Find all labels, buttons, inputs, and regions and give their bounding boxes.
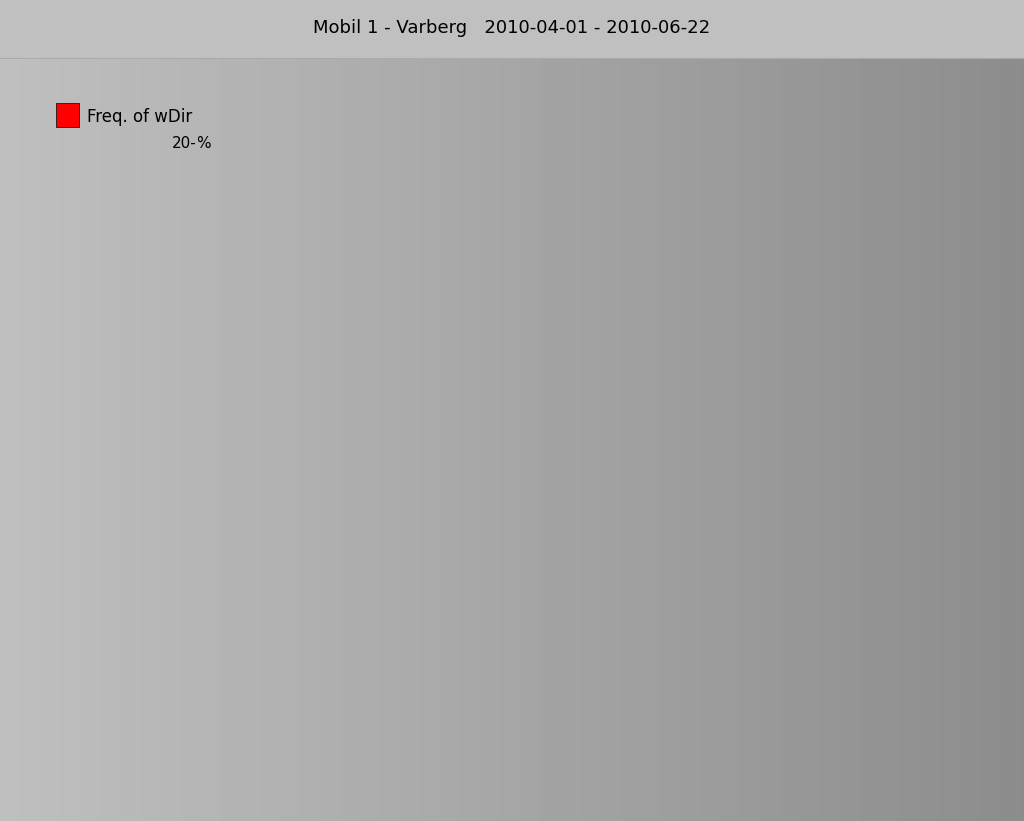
Bar [543, 431, 557, 440]
Bar [543, 426, 550, 431]
Bar [539, 429, 543, 431]
Bar [543, 420, 556, 431]
Bar [543, 332, 587, 431]
Bar [543, 178, 608, 431]
Bar [543, 411, 559, 431]
Bar [522, 352, 543, 431]
Bar [493, 431, 543, 463]
Bar [543, 352, 593, 431]
Bar [519, 431, 543, 438]
Bar [479, 431, 543, 576]
Bar [531, 418, 543, 431]
Bar [532, 431, 553, 550]
Bar [543, 431, 562, 448]
Bar [543, 431, 572, 500]
Bar [543, 429, 548, 431]
Bar [474, 431, 543, 539]
Text: %: % [197, 136, 211, 151]
Bar [505, 431, 543, 447]
Bar [543, 431, 565, 518]
Text: Freq. of wDir: Freq. of wDir [87, 108, 193, 126]
Bar [535, 430, 543, 432]
Bar [543, 431, 574, 481]
Bar [543, 428, 550, 431]
Bar [543, 431, 551, 433]
Bar [508, 431, 543, 566]
Bar [538, 429, 543, 431]
Bar [517, 137, 568, 431]
Bar [543, 430, 548, 432]
Bar [539, 429, 543, 431]
Bar [537, 425, 543, 431]
Bar [519, 378, 543, 431]
Bar [484, 431, 543, 482]
Bar [543, 431, 550, 434]
Text: Mobil 1 - Varberg   2010-04-01 - 2010-06-22: Mobil 1 - Varberg 2010-04-01 - 2010-06-2… [313, 20, 711, 38]
Bar [543, 431, 570, 464]
Bar [475, 431, 543, 509]
Bar [524, 402, 543, 431]
Text: 20-: 20- [172, 136, 197, 151]
